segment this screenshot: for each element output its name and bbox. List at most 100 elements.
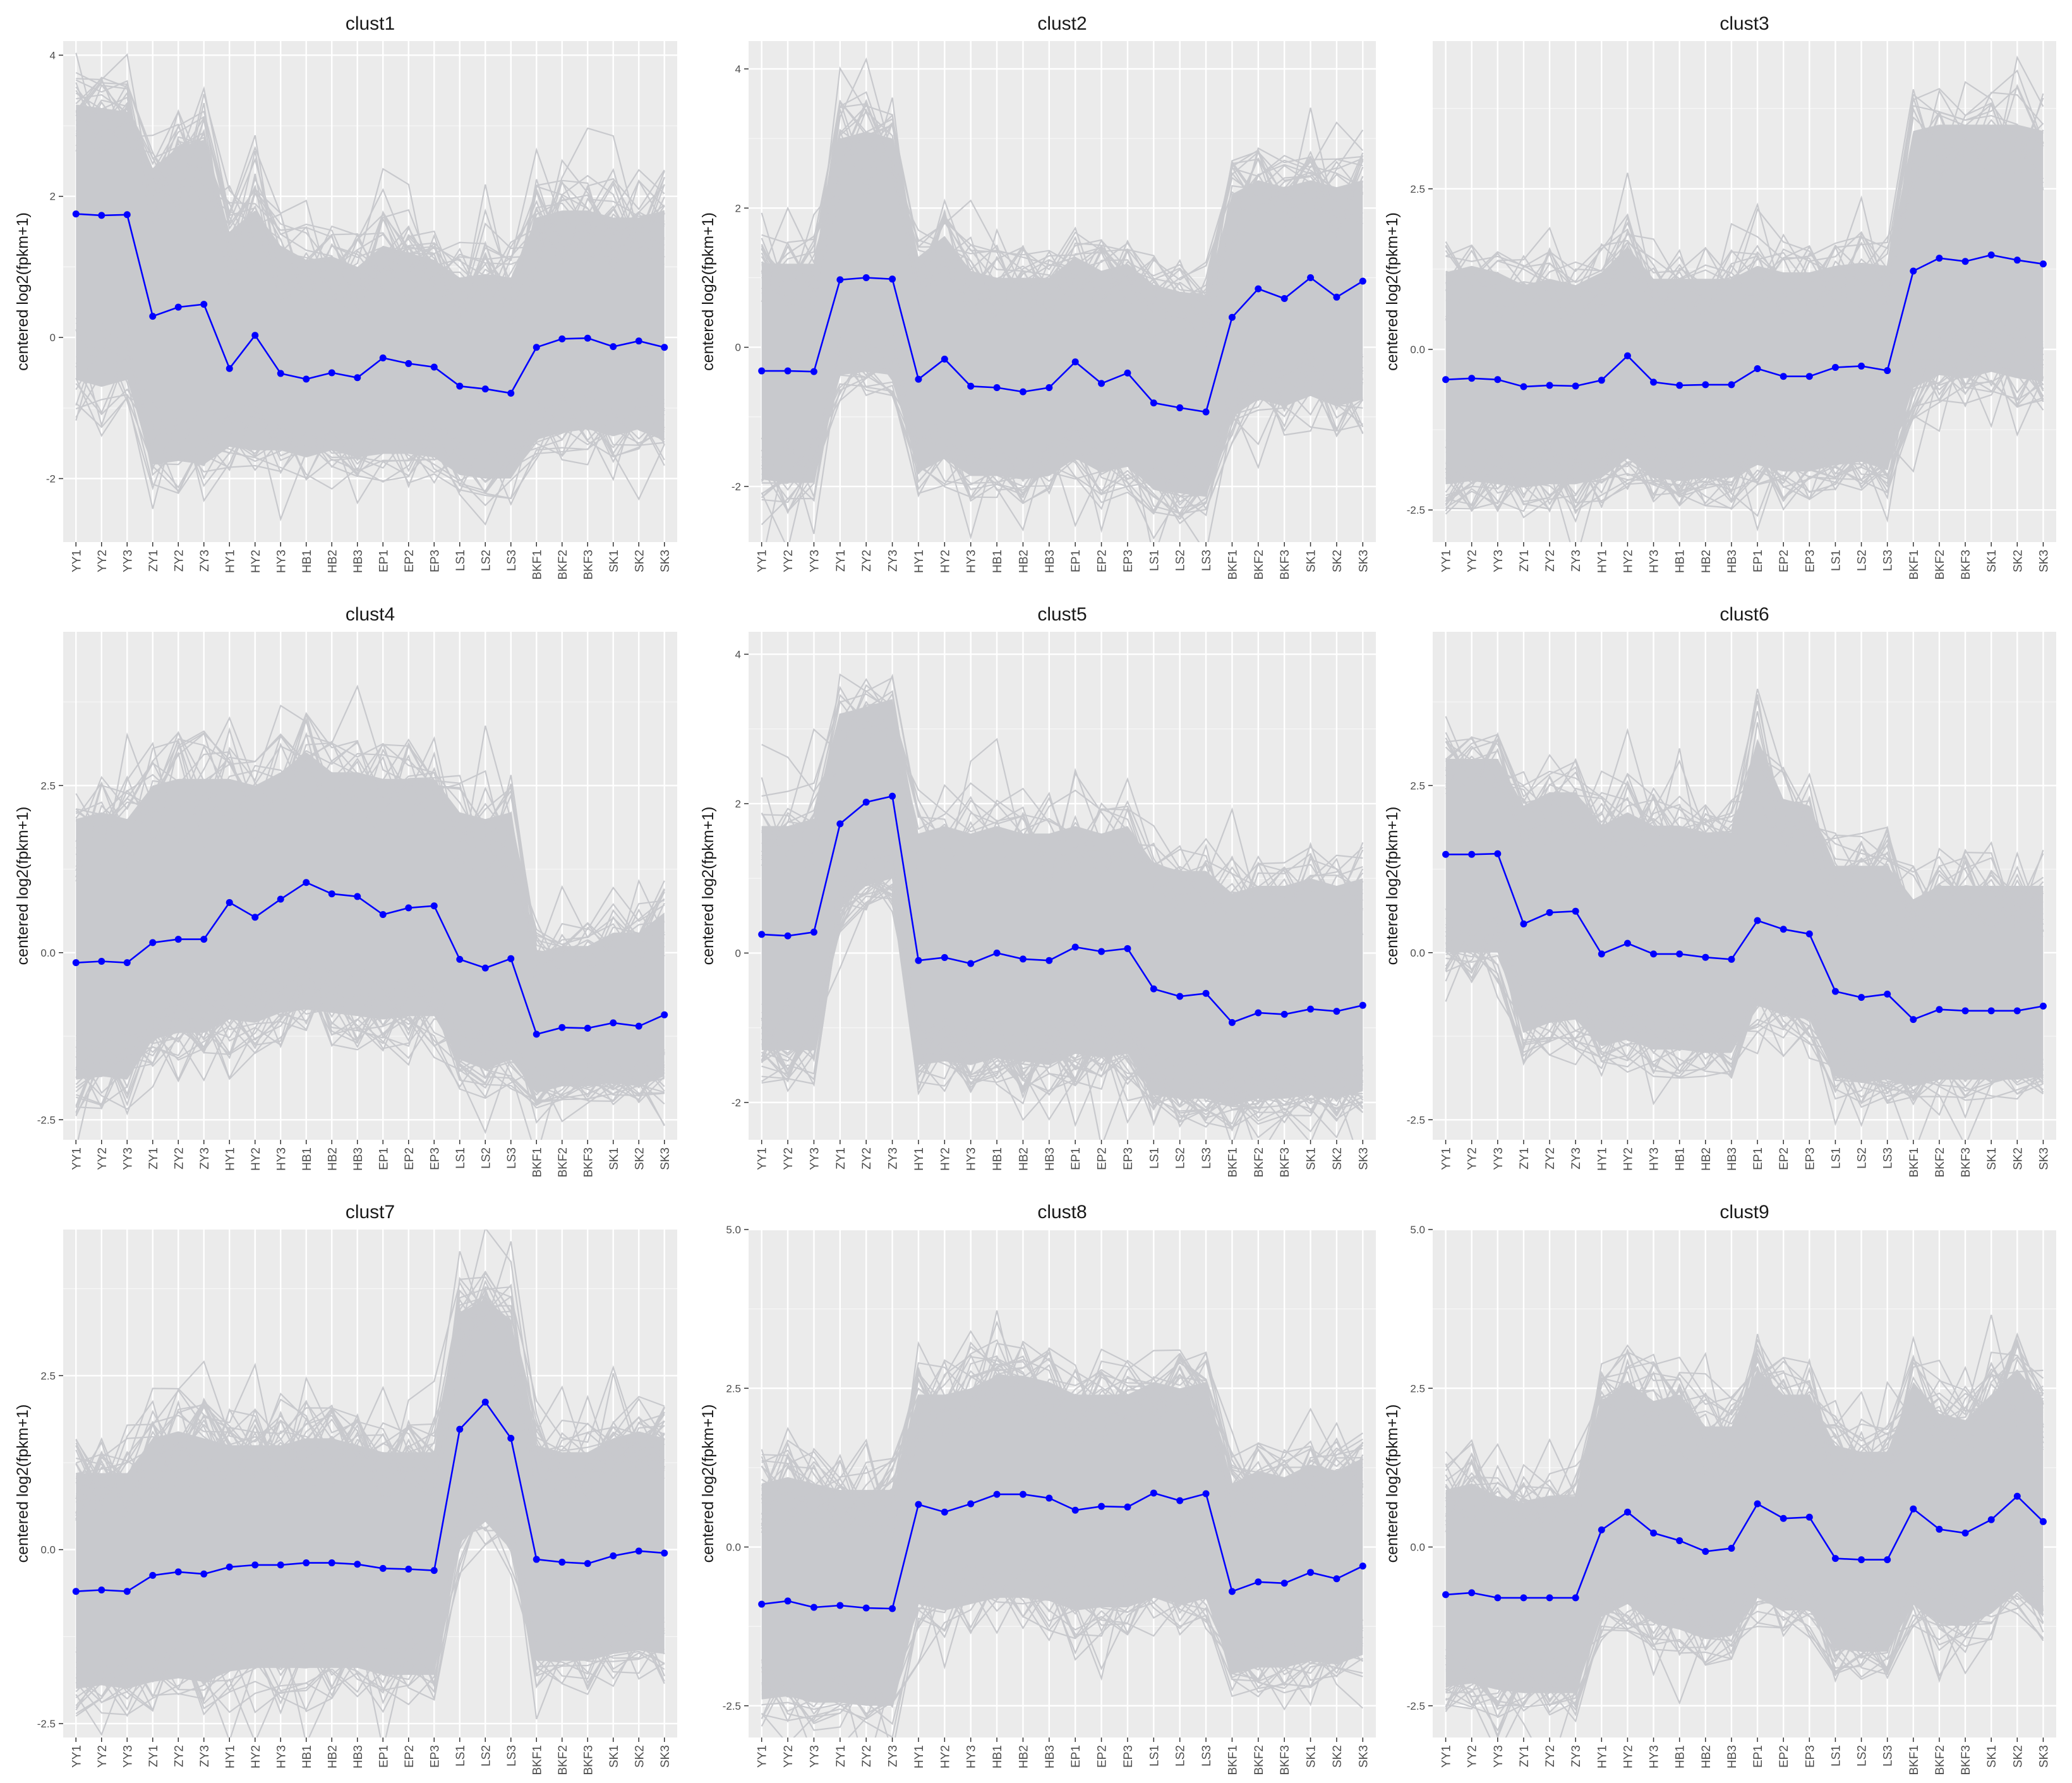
clust5-profile-line bbox=[761, 674, 1363, 942]
clust1-x-tick-label-EP1: EP1 bbox=[377, 550, 390, 572]
clust9-centroid-point-BKF2 bbox=[1936, 1525, 1943, 1533]
clust9-profile-line bbox=[1445, 1573, 2044, 1705]
clust8-profile-line bbox=[761, 1571, 1364, 1723]
clust1-x-tick-label-LS2: LS2 bbox=[479, 550, 493, 571]
clust2-centroid-point-YY2 bbox=[784, 367, 792, 375]
clust1-centroid-point-EP2 bbox=[405, 360, 413, 367]
clust5-x-tick-label-LS2: LS2 bbox=[1174, 1147, 1188, 1169]
clust6-centroid-point-HY2 bbox=[1623, 940, 1631, 947]
clust2-title: clust2 bbox=[1037, 13, 1087, 34]
clust3-profile-line bbox=[1445, 112, 2044, 324]
clust7-x-tick-label-EP2: EP2 bbox=[403, 1745, 416, 1768]
clust8-profile-line bbox=[761, 1357, 1364, 1540]
clust9-x-tick-label-ZY1: ZY1 bbox=[1518, 1745, 1531, 1767]
clust3-profile-line bbox=[1445, 328, 2044, 509]
clust3-x-tick-label-SK1: SK1 bbox=[1985, 550, 1999, 572]
clust7-x-tick-label-HB2: HB2 bbox=[326, 1745, 339, 1768]
clust1-profile-line bbox=[75, 103, 665, 308]
clust8-profile-line bbox=[761, 1553, 1363, 1731]
clust8-profile-line bbox=[761, 1355, 1363, 1523]
clust5-profile-line bbox=[761, 693, 1364, 936]
clust6-x-tick-label-HB1: HB1 bbox=[1674, 1147, 1687, 1171]
clust3-x-tick-label-BKF2: BKF2 bbox=[1934, 550, 1947, 580]
clust3-x-tick-label-HB1: HB1 bbox=[1674, 550, 1687, 573]
clust3-x-tick-label-ZY1: ZY1 bbox=[1518, 550, 1531, 572]
clust9-x-tick-label-SK2: SK2 bbox=[2011, 1745, 2025, 1768]
clust4-profile-line bbox=[75, 704, 665, 963]
clust7-centroid-point-BKF3 bbox=[584, 1560, 591, 1568]
clust7-y-axis: -2.5 0.0 2.5 bbox=[37, 1370, 63, 1730]
clust1-profile-line bbox=[75, 72, 665, 312]
clust5-x-tick-label-HY2: HY2 bbox=[939, 1147, 952, 1171]
clust9-centroid-point-ZY1 bbox=[1520, 1594, 1527, 1602]
clust7-centroid-point-EP1 bbox=[379, 1564, 387, 1572]
clust5-x-tick-label-SK1: SK1 bbox=[1305, 1147, 1318, 1170]
clust2-centroid-point-YY3 bbox=[810, 368, 817, 375]
clust7-centroid-point-HY3 bbox=[277, 1561, 284, 1569]
clust3-centroid-point-YY2 bbox=[1468, 375, 1476, 382]
clust8-panel: clust8 -2.5 0.0 2.5 5.0 centered log2(fpkm+1)… bbox=[699, 1202, 1376, 1775]
clust6-centroid-point-ZY3 bbox=[1572, 907, 1579, 915]
clust1-centroid-point-SK2 bbox=[635, 337, 642, 345]
clust3-profile-line bbox=[1445, 102, 2044, 313]
clust4-centroid-point-SK3 bbox=[661, 1011, 668, 1018]
clust6-x-axis: YY1 YY2 YY3 ZY1 ZY2 ZY3 HY1 HY2 HY3 HB1 HB2 HB3 EP1 E… bbox=[1440, 1140, 2051, 1178]
clust1-x-tick-label-HY2: HY2 bbox=[250, 550, 263, 573]
clust7-x-tick-label-EP1: EP1 bbox=[377, 1745, 390, 1768]
clust5-centroid-point-EP1 bbox=[1071, 943, 1079, 951]
clust3-x-tick-label-YY2: YY2 bbox=[1466, 550, 1479, 572]
clust2-x-tick-label-LS1: LS1 bbox=[1148, 550, 1161, 571]
clust9-profile-line bbox=[1445, 1357, 2044, 1542]
clust9-x-tick-label-HY1: HY1 bbox=[1596, 1745, 1609, 1768]
clust3-centroid-point-ZY2 bbox=[1546, 382, 1553, 389]
clust8-centroid-line bbox=[761, 1492, 1363, 1610]
clust5-profile-line bbox=[761, 874, 1363, 1112]
clust5-centroid-point-BKF2 bbox=[1255, 1009, 1262, 1017]
clust2-centroid-point-EP2 bbox=[1098, 380, 1105, 387]
clust8-centroid-point-HB3 bbox=[1045, 1494, 1053, 1502]
clust5-centroid-point-ZY2 bbox=[862, 799, 870, 806]
clust2-centroid-point-HB2 bbox=[1019, 388, 1027, 396]
clust2-profile-line bbox=[761, 114, 1364, 298]
clust3-x-tick-label-EP1: EP1 bbox=[1752, 550, 1765, 572]
clust9-centroid-point-YY1 bbox=[1442, 1591, 1450, 1599]
clust9-centroid-point-EP2 bbox=[1780, 1514, 1787, 1522]
clust5-x-tick-label-BKF2: BKF2 bbox=[1253, 1147, 1266, 1178]
clust5-centroid-point-HY1 bbox=[915, 957, 922, 964]
clust3-y-tick-label: 2.5 bbox=[1410, 183, 1425, 195]
clust5-y-tick-label: 2 bbox=[735, 798, 741, 810]
clust9-centroid-point-EP1 bbox=[1754, 1500, 1761, 1508]
clust9-centroid-point-LS2 bbox=[1858, 1556, 1865, 1564]
clust4-centroid-line bbox=[76, 881, 665, 1036]
clust7-centroid-point-EP2 bbox=[405, 1565, 413, 1573]
clust3-profile-line bbox=[1445, 92, 2044, 329]
clust6-profile-line bbox=[1445, 955, 2044, 1127]
clust8-x-tick-label-LS1: LS1 bbox=[1148, 1745, 1161, 1767]
clust3-profile-line bbox=[1445, 348, 2044, 504]
clust5-centroid-point-YY1 bbox=[758, 931, 766, 938]
clust3-centroid-point-HB2 bbox=[1702, 381, 1709, 389]
clust5-centroid-point-HB3 bbox=[1045, 957, 1053, 964]
clust2-profile-line bbox=[761, 91, 1363, 334]
clust2-centroid-point-SK3 bbox=[1359, 277, 1366, 285]
clust9-profile-line bbox=[1445, 1549, 2044, 1706]
clust5-centroid-point-HY2 bbox=[941, 954, 948, 962]
clust7-centroid-point-ZY1 bbox=[149, 1571, 157, 1579]
clust4-profile-line bbox=[76, 732, 665, 970]
clust2-x-tick-label-HY2: HY2 bbox=[939, 550, 952, 573]
clust6-profile-line bbox=[1445, 733, 2044, 933]
clust6-x-tick-label-HY2: HY2 bbox=[1622, 1147, 1635, 1171]
clust1-centroid-point-EP1 bbox=[379, 354, 387, 361]
clust5-centroid-point-ZY3 bbox=[889, 792, 896, 800]
clust2-x-tick-label-HB3: HB3 bbox=[1044, 550, 1057, 573]
clust8-centroid-point-EP1 bbox=[1071, 1506, 1079, 1514]
clust4-profile-line bbox=[75, 962, 665, 1104]
clust3-title: clust3 bbox=[1720, 13, 1769, 34]
clust4-centroid-point-ZY1 bbox=[149, 939, 157, 946]
clust1-x-tick-label-ZY1: ZY1 bbox=[147, 550, 160, 572]
clust1-profile-line bbox=[75, 82, 665, 315]
clust3-x-tick-label-SK2: SK2 bbox=[2011, 550, 2025, 572]
clust9-profile-line bbox=[1445, 1357, 2044, 1516]
clust2-x-tick-label-BKF2: BKF2 bbox=[1253, 550, 1266, 580]
clust7-profile-line bbox=[75, 1497, 665, 1707]
